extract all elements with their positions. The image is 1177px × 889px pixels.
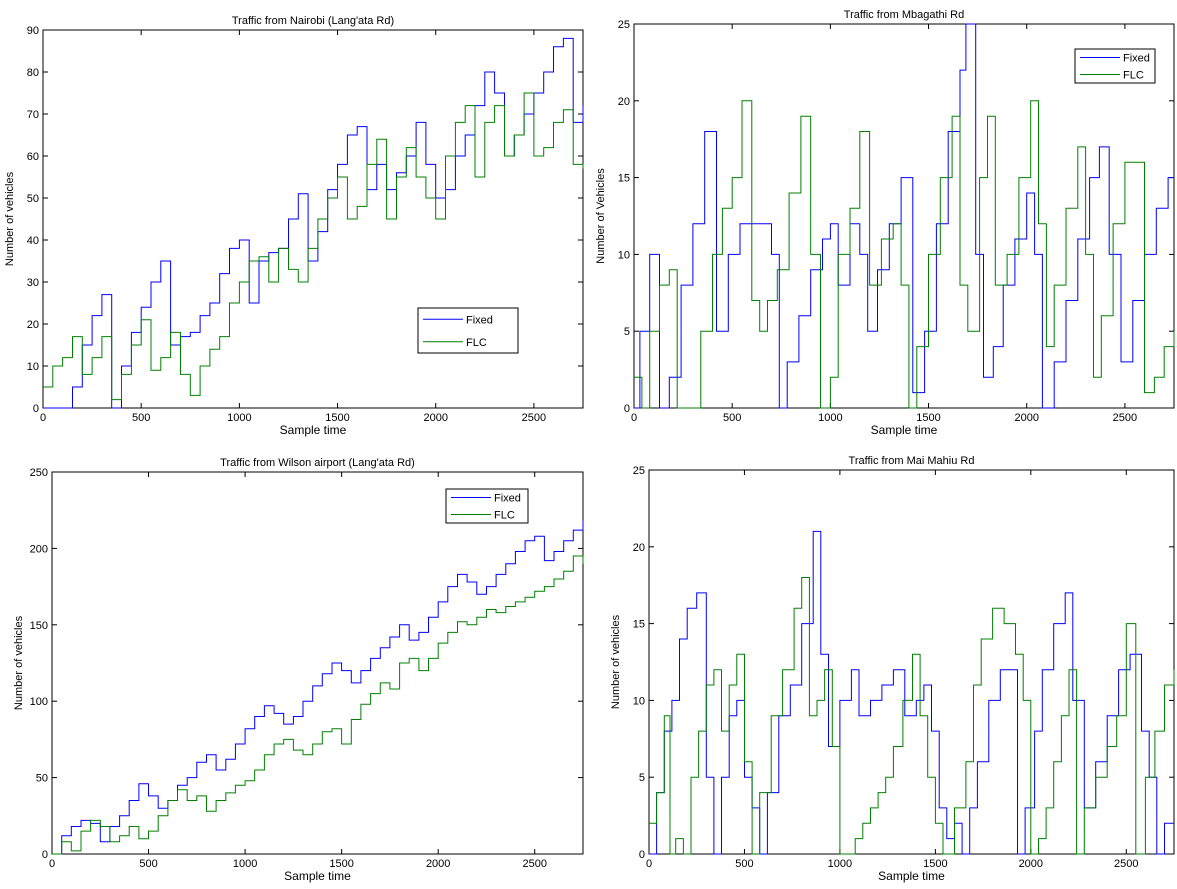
chart-title: Traffic from Mai Mahiu Rd	[849, 455, 975, 467]
chart-nairobi-langata: 0 500 1000 1500 2000 2500 0 10 20 30 40 50 60 70 80 90 T…	[4, 15, 584, 437]
x-tick-label: 2500	[522, 412, 546, 424]
x-tick-label: 0	[49, 858, 55, 870]
y-tick-label: 15	[633, 619, 645, 631]
y-tick-label: 0	[639, 849, 645, 861]
legend-label-fixed: Fixed	[1123, 53, 1150, 65]
y-axis-label: Number of vehicles	[610, 614, 622, 709]
series-line-flc	[52, 555, 584, 855]
series-line-fixed	[634, 23, 1174, 409]
y-tick-label: 30	[27, 277, 39, 289]
series-line-fixed	[43, 37, 584, 409]
chart-title: Traffic from Wilson airport (Lang'ata Rd…	[220, 457, 415, 469]
chart-mai-mahiu: 0 500 1000 1500 2000 2500 0 5 10 15 20 25 Traffic fr…	[610, 455, 1175, 883]
x-tick-label: 0	[40, 412, 46, 424]
x-tick-label: 2000	[1014, 412, 1038, 424]
x-axis-label: Sample time	[878, 869, 945, 883]
series-line-flc	[43, 92, 584, 401]
series-line-fixed	[52, 520, 584, 855]
chart-panel-wilson: 0 500 1000 1500 2000 2500 0 50 100 150 200 250 Traff…	[0, 442, 588, 884]
y-tick-label: 80	[27, 67, 39, 79]
y-axis-label: Number of vehicles	[13, 615, 25, 710]
y-tick-label: 70	[27, 109, 39, 121]
y-tick-label: 10	[27, 361, 39, 373]
y-tick-label: 200	[30, 543, 48, 555]
x-tick-label: 1000	[818, 412, 842, 424]
y-tick-label: 90	[27, 25, 39, 37]
legend-box	[417, 307, 519, 354]
x-tick-label: 2500	[1113, 412, 1137, 424]
y-tick-label: 20	[618, 96, 630, 108]
x-tick-label: 500	[723, 412, 741, 424]
x-tick-label: 1500	[329, 858, 353, 870]
x-tick-label: 1500	[325, 412, 349, 424]
y-tick-label: 100	[30, 696, 48, 708]
series-line-flc	[634, 100, 1175, 409]
y-tick-label: 40	[27, 235, 39, 247]
chart-wilson-airport: 0 500 1000 1500 2000 2500 0 50 100 150 200 250 Traff…	[13, 457, 584, 883]
y-tick-label: 50	[36, 773, 48, 785]
y-axis-label: Number of Vehicles	[595, 168, 607, 264]
y-tick-label: 5	[624, 326, 630, 338]
chart-panel-mbagathi: 0 500 1000 1500 2000 2500 0 5 10 15 20 25 Traffic fr…	[592, 0, 1177, 442]
y-tick-label: 0	[42, 849, 48, 861]
legend-box	[445, 488, 529, 524]
x-tick-label: 2000	[426, 858, 450, 870]
chart-title: Traffic from Nairobi (Lang'ata Rd)	[232, 15, 394, 27]
y-axis-label: Number of vehicles	[4, 171, 16, 266]
legend-label-fixed: Fixed	[494, 493, 521, 505]
x-tick-label: 2000	[423, 412, 447, 424]
x-axis-label: Sample time	[280, 423, 347, 437]
y-tick-label: 25	[618, 19, 630, 31]
x-tick-label: 1000	[227, 412, 251, 424]
y-tick-label: 0	[33, 403, 39, 415]
x-tick-label: 1000	[828, 858, 852, 870]
x-tick-label: 1500	[916, 412, 940, 424]
series-line-flc	[649, 577, 1175, 855]
y-tick-label: 60	[27, 151, 39, 163]
legend-box	[1074, 48, 1156, 84]
x-tick-label: 500	[735, 858, 753, 870]
x-tick-label: 1500	[923, 858, 947, 870]
y-tick-label: 10	[618, 249, 630, 261]
chart-title: Traffic from Mbagathi Rd	[844, 9, 964, 21]
x-tick-label: 2000	[1019, 858, 1043, 870]
y-tick-label: 150	[30, 620, 48, 632]
legend-label-flc: FLC	[466, 337, 487, 349]
x-axis-label: Sample time	[284, 869, 351, 883]
x-tick-label: 2500	[1114, 858, 1138, 870]
legend-label-fixed: Fixed	[466, 314, 493, 326]
y-tick-label: 20	[633, 542, 645, 554]
x-tick-label: 500	[132, 412, 150, 424]
plot-area	[51, 471, 584, 855]
y-tick-label: 15	[618, 173, 630, 185]
chart-panel-nairobi: 0 500 1000 1500 2000 2500 0 10 20 30 40 50 60 70 80 90 T…	[0, 0, 588, 442]
x-axis-label: Sample time	[871, 423, 938, 437]
y-tick-label: 20	[27, 319, 39, 331]
y-tick-label: 5	[639, 772, 645, 784]
x-tick-label: 1000	[233, 858, 257, 870]
y-tick-label: 0	[624, 403, 630, 415]
y-tick-label: 25	[633, 465, 645, 477]
x-tick-label: 0	[631, 412, 637, 424]
legend-label-flc: FLC	[494, 510, 515, 522]
y-tick-label: 250	[30, 467, 48, 479]
legend-label-flc: FLC	[1123, 70, 1144, 82]
chart-panel-mai-mahiu: 0 500 1000 1500 2000 2500 0 5 10 15 20 25 Traffic fr…	[592, 442, 1177, 884]
y-tick-label: 50	[27, 193, 39, 205]
y-tick-label: 10	[633, 695, 645, 707]
x-tick-label: 0	[646, 858, 652, 870]
x-tick-label: 2500	[522, 858, 546, 870]
plot-area	[633, 23, 1175, 409]
chart-mbagathi: 0 500 1000 1500 2000 2500 0 5 10 15 20 25 Traffic fr…	[595, 9, 1175, 437]
x-tick-label: 500	[139, 858, 157, 870]
